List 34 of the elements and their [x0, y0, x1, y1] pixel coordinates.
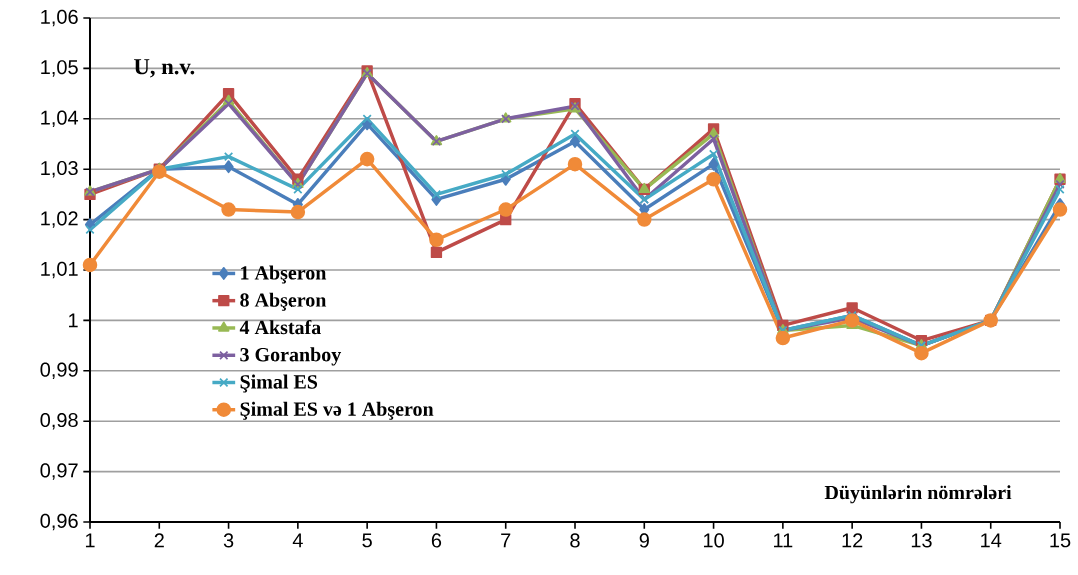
- x-tick-label: 3: [223, 533, 234, 548]
- x-tick-label: 15: [1050, 533, 1071, 548]
- x-tick-label: 5: [362, 533, 372, 548]
- x-tick-label: 14: [981, 533, 1002, 548]
- y-tick-label: 0,98: [40, 412, 78, 430]
- x-tick-label: 4: [292, 533, 303, 548]
- y-tick-label: 1,01: [41, 261, 78, 279]
- legend-label: 1 Abşeron: [241, 265, 327, 284]
- y-tick-label: 1,02: [41, 211, 78, 228]
- x-tick-label: 7: [501, 533, 511, 548]
- x-tick-label: 12: [842, 533, 863, 548]
- x-tick-label: 13: [911, 533, 932, 548]
- x-tick-label: 2: [154, 533, 164, 548]
- x-tick-label: 9: [639, 533, 649, 548]
- x-tick-label: 1: [85, 533, 95, 548]
- legend-label: Şimal ES: [240, 374, 318, 393]
- x-axis-title: Düyünlərin nömrələri: [824, 485, 1012, 504]
- legend-label: 8 Abşeron: [240, 292, 327, 311]
- y-tick-label: 1,03: [41, 160, 78, 178]
- y-tick-label: 0,99: [40, 362, 78, 380]
- y-tick-label: 1,04: [41, 110, 79, 128]
- legend-label: 4 Akstafa: [239, 319, 321, 335]
- x-tick-label: 10: [703, 533, 724, 548]
- x-tick-label: 11: [774, 533, 793, 548]
- legend-label: 3 Goranboy: [240, 347, 342, 366]
- y-axis-title: U, n.v.: [134, 59, 195, 78]
- x-tick-label: 8: [570, 533, 580, 548]
- y-tick-label: 0,96: [40, 513, 78, 531]
- y-tick-label: 0,97: [40, 463, 78, 480]
- y-tick-label: 1: [69, 313, 78, 328]
- y-tick-label: 1,06: [41, 9, 78, 27]
- x-tick-label: 6: [431, 533, 442, 548]
- y-tick-label: 1,05: [41, 60, 78, 77]
- legend-label: Şimal ES və 1 Abşeron: [240, 401, 434, 420]
